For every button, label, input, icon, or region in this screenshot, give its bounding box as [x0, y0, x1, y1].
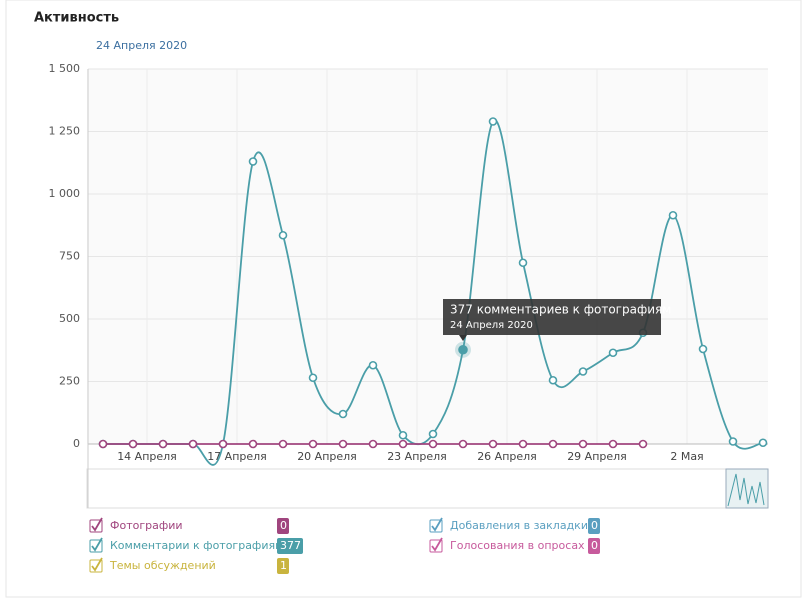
tooltip-box: [443, 299, 661, 335]
x-tick-label: 2 Мая: [670, 450, 703, 463]
point: [158, 439, 168, 449]
legend-count: 0: [591, 539, 598, 552]
x-tick-label: 29 Апреля: [567, 450, 627, 463]
point: [698, 344, 708, 354]
y-tick-label: 1 000: [49, 187, 81, 200]
point: [338, 409, 348, 419]
point: [488, 439, 498, 449]
legend-count-box: [277, 538, 303, 554]
legend-count-box: [588, 518, 600, 534]
legend-check: [91, 557, 103, 572]
legend-label: Голосования в опросах: [450, 539, 585, 552]
legend-count: 377: [280, 539, 301, 552]
point: [488, 117, 498, 126]
chart-title: Активность: [34, 11, 119, 26]
legend-item[interactable]: Добавления в закладки 0: [429, 517, 600, 534]
legend-label: Комментарии к фотографиям: [110, 539, 283, 552]
legend-label: Добавления в закладки: [450, 519, 588, 532]
point: [368, 439, 378, 449]
legend-item[interactable]: Голосования в опросах 0: [429, 537, 600, 554]
x-tick-label: 23 Апреля: [387, 450, 447, 463]
legend-count: 0: [591, 519, 598, 532]
point: [548, 375, 558, 385]
point: [398, 439, 408, 449]
tooltip-text: 377 комментариев к фотографиям: [450, 303, 671, 317]
legend-count-box: [588, 538, 600, 554]
legend-check: [91, 537, 103, 552]
legend-item[interactable]: Фотографии 0: [89, 517, 289, 534]
point: [458, 439, 468, 449]
point: [608, 348, 618, 358]
point: [278, 439, 288, 449]
legend-check: [431, 537, 443, 552]
point: [728, 437, 738, 446]
y-tick-label: 750: [59, 250, 80, 263]
point: [518, 258, 528, 268]
point: [518, 439, 528, 449]
point: [98, 439, 108, 449]
point: [608, 439, 618, 449]
point: [578, 367, 588, 376]
chart-subtitle: 24 Апреля 2020: [96, 39, 187, 52]
x-tick-label: 26 Апреля: [477, 450, 537, 463]
legend-label: Темы обсуждений: [109, 559, 216, 572]
point: [758, 438, 768, 448]
point: [398, 430, 408, 440]
point: [338, 439, 348, 449]
point: [458, 344, 468, 355]
legend-check: [431, 517, 443, 532]
x-tick-label: 20 Апреля: [297, 450, 357, 463]
point: [248, 157, 258, 166]
legend-count: 0: [280, 519, 287, 532]
navigator-line: [727, 473, 765, 507]
point: [308, 439, 318, 449]
point: [218, 439, 228, 449]
legend-item[interactable]: Темы обсуждений 1: [89, 557, 289, 574]
point: [548, 439, 558, 449]
y-tick-label: 1 250: [49, 125, 81, 138]
navigator: [86, 468, 769, 509]
y-tick-label: 0: [73, 437, 80, 450]
point: [668, 210, 678, 220]
legend-label: Фотографии: [110, 519, 183, 532]
point: [308, 373, 318, 383]
y-tick-label: 1 500: [49, 62, 81, 75]
point: [188, 439, 198, 449]
tooltip-date: 24 Апреля 2020: [450, 320, 533, 331]
tooltip-arrow: [459, 335, 467, 341]
point: [428, 429, 438, 439]
point: [128, 439, 138, 449]
point: [368, 360, 378, 370]
x-tick-label: 14 Апреля: [117, 450, 177, 463]
point: [638, 439, 648, 449]
legend-count: 1: [280, 559, 287, 572]
y-tick-label: 250: [59, 375, 80, 388]
y-tick-label: 500: [59, 312, 80, 325]
point: [278, 230, 288, 240]
x-tick-label: 17 Апреля: [207, 450, 267, 463]
point: [248, 439, 258, 449]
point: [428, 439, 438, 449]
legend-count-box: [277, 518, 289, 534]
legend-check: [91, 517, 103, 532]
point: [578, 439, 588, 449]
legend-count-box: [277, 558, 289, 574]
